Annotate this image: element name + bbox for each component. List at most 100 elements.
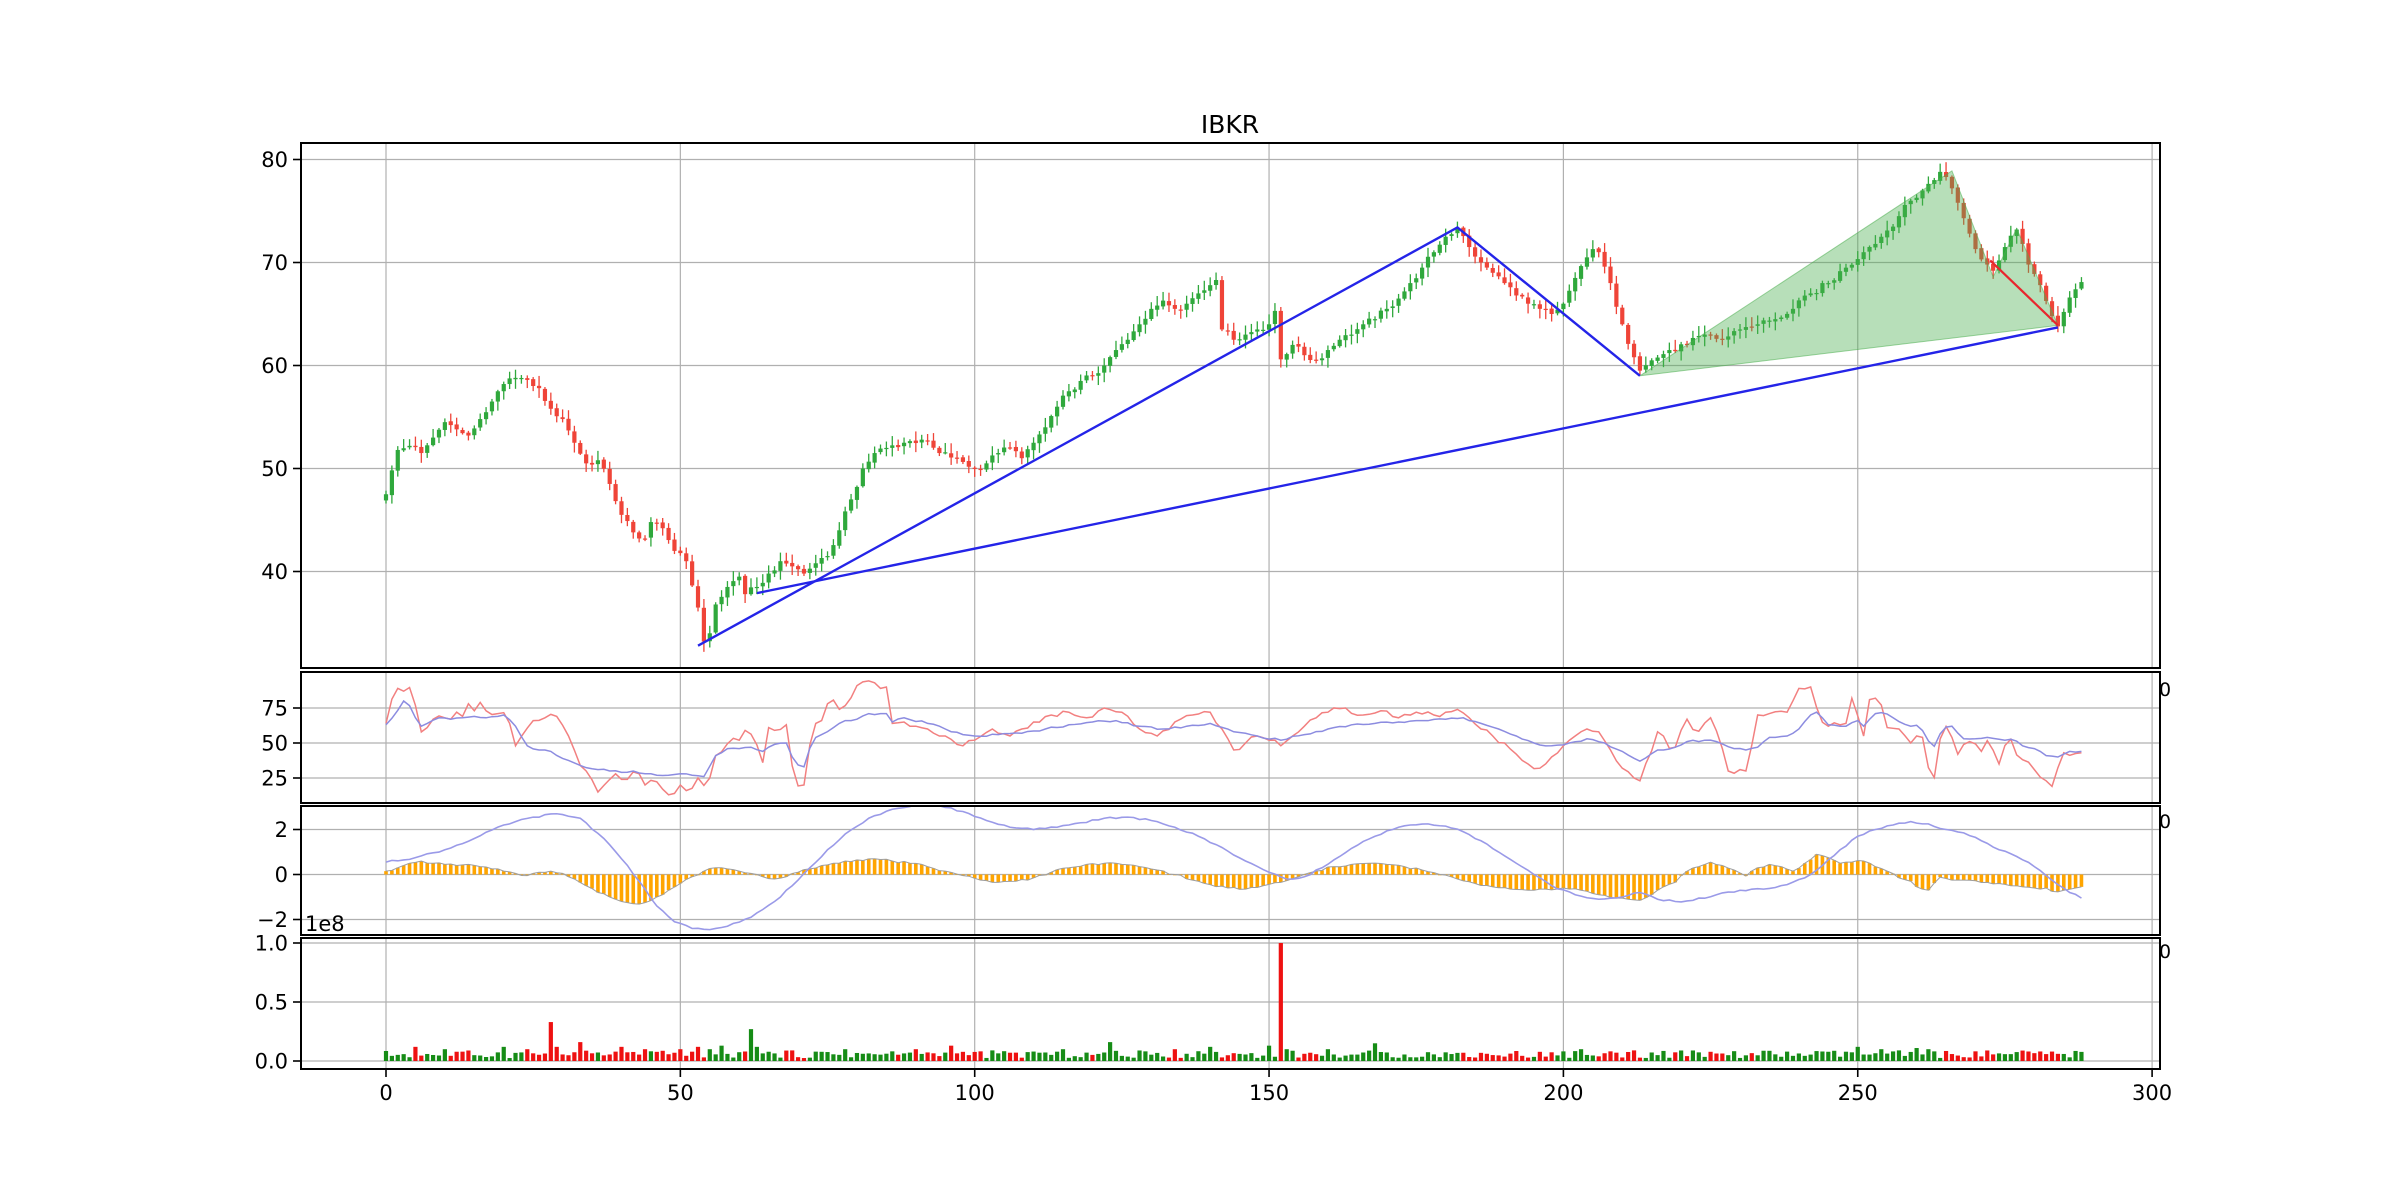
macd-hist-bar [607,874,612,897]
macd-hist-bar [1608,874,1613,898]
rsi-slow-line [385,699,2082,778]
volume-bar [572,1052,577,1061]
volume-bar [1614,1052,1619,1061]
volume-bar [501,1046,506,1061]
volume-bar [419,1055,424,1061]
candle-body [660,522,665,529]
volume-bar [489,1056,495,1061]
volume-panel [383,943,2084,1061]
macd-hist-bar [1019,874,1024,880]
volume-bar [1979,1056,1984,1061]
candle-body [1920,190,1925,199]
candle-body [401,448,406,451]
candle-body [2044,285,2049,301]
candle-body [1490,267,1495,273]
volume-bar [1578,1049,1584,1061]
volume-bar [890,1051,895,1061]
candle-body [1314,359,1319,361]
macd-hist-bar [1691,867,1695,875]
candle-body [1855,259,1860,265]
price-tick-label: 70 [261,251,288,275]
volume-bar [1031,1051,1036,1061]
candle-body [654,522,659,524]
candle-body [607,468,612,484]
candle-body [913,440,918,444]
volume-bar [1255,1057,1260,1061]
macd-hist-bar [725,868,730,875]
macd-hist-bar [772,874,777,879]
macd-hist-bar [1249,874,1254,888]
candle-body [1773,319,1778,322]
rsi-spine [300,671,2161,804]
macd-hist-bar [1067,867,1071,875]
volume-bar [748,1029,754,1061]
macd-hist-bar [937,870,942,875]
candle-body [1090,375,1095,377]
macd-hist-bar [1932,874,1937,884]
macd-hist-bar [1155,870,1159,875]
candle-body [1231,330,1236,340]
volume-bar [1178,1057,1183,1061]
macd-hist-bar [1526,874,1530,891]
candle-body [448,421,453,426]
candle-body [1243,334,1248,340]
volume-bar [872,1054,877,1061]
macd-hist-bar [2038,874,2043,890]
macd-hist-bar [1108,862,1112,875]
macd-hist-bar [996,874,1001,883]
volume-bar [1390,1057,1395,1061]
candle-body [837,530,842,546]
volume-bar [1879,1049,1884,1061]
macd-hist-bar [902,861,906,875]
candle-body [1455,228,1460,234]
candle-body [489,401,495,412]
volume-bar [707,1049,712,1061]
candle-body [442,422,447,430]
macd-hist-bar [1985,874,1990,883]
candle-body [1184,303,1189,310]
volume-bar [760,1053,765,1061]
candle-body [1384,308,1389,312]
macd-hist-bar [1720,865,1725,875]
macd-hist-bar [1967,874,1972,881]
volume-bar [460,1051,465,1061]
candle-body [1331,345,1336,350]
volume-bar [878,1054,883,1061]
candle-body [1914,197,1919,201]
volume-bar [584,1050,589,1061]
macd-hist-envelope [385,853,2082,905]
volume-bar [1443,1052,1448,1061]
candle-body [1749,326,1754,328]
macd-hist-bar [1031,874,1036,878]
candle-body [1620,307,1625,325]
macd-hist-bar [1284,874,1289,881]
volume-bar [660,1050,665,1061]
macd-hist-bar [760,874,765,877]
candle-body [1655,357,1660,361]
macd-tick-label: −2 [257,908,288,932]
macd-hist-bar [978,874,983,881]
macd-hist-bar [1520,874,1524,890]
macd-hist-bar [1096,864,1101,875]
candle-body [954,457,960,459]
volume-bar [1802,1055,1807,1061]
macd-hist-bar [2056,874,2060,892]
candle-body [1255,329,1260,332]
volume-bar [1514,1051,1519,1061]
candle-body [1555,309,1560,314]
volume-bar [1378,1052,1384,1061]
candle-body [1814,292,1819,295]
macd-hist-bar [1379,863,1383,875]
x-tick-label: 200 [1543,1081,1583,1105]
right-edge-clipped-label: 0 [2159,679,2171,701]
candle-body [949,453,954,458]
volume-bar [1113,1050,1119,1061]
volume-bar [925,1052,930,1061]
macd-hist-bar [390,870,394,875]
macd-hist-bar [2020,874,2025,887]
candle-body [619,501,624,515]
candle-body [666,527,671,541]
volume-bar [666,1054,671,1061]
candle-body [678,550,683,554]
